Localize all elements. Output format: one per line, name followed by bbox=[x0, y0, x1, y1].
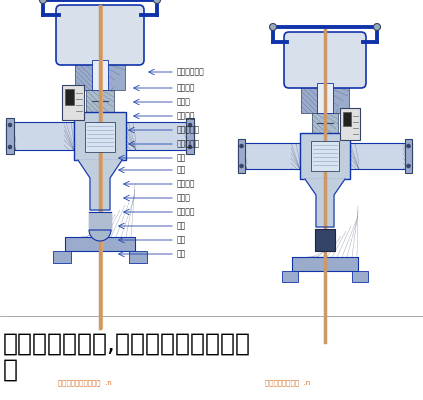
Text: 稣刀: 稣刀 bbox=[177, 154, 186, 162]
Bar bbox=[238, 143, 247, 169]
Circle shape bbox=[8, 145, 12, 149]
Bar bbox=[311, 141, 339, 171]
Bar bbox=[238, 139, 245, 173]
Circle shape bbox=[407, 144, 410, 148]
Bar bbox=[74, 112, 84, 160]
Bar bbox=[238, 143, 300, 169]
Bar bbox=[317, 83, 333, 113]
Text: 调压节调低产: 调压节调低产 bbox=[177, 68, 205, 76]
Text: 调压阀工作原理,气动调节阀的工作原: 调压阀工作原理,气动调节阀的工作原 bbox=[3, 332, 251, 356]
Bar bbox=[65, 237, 135, 251]
Text: 整阀: 整阀 bbox=[177, 250, 186, 258]
Circle shape bbox=[39, 0, 47, 4]
Circle shape bbox=[239, 144, 244, 148]
Bar bbox=[6, 122, 74, 150]
FancyBboxPatch shape bbox=[284, 32, 366, 88]
Bar bbox=[292, 257, 358, 271]
Circle shape bbox=[188, 145, 192, 149]
Wedge shape bbox=[89, 230, 111, 241]
Circle shape bbox=[239, 164, 244, 168]
Bar bbox=[85, 122, 115, 152]
Circle shape bbox=[154, 0, 160, 4]
Bar bbox=[292, 257, 358, 271]
Bar bbox=[116, 112, 126, 160]
Bar bbox=[86, 90, 114, 112]
Bar bbox=[291, 42, 302, 78]
Bar bbox=[126, 122, 194, 150]
Bar bbox=[312, 113, 338, 133]
Bar bbox=[62, 85, 84, 120]
Bar bbox=[65, 237, 135, 251]
Text: 国界阀配产对各管处理  .n: 国界阀配产对各管处理 .n bbox=[58, 379, 112, 386]
Bar bbox=[184, 122, 194, 150]
Bar bbox=[350, 143, 359, 169]
Bar bbox=[282, 271, 298, 282]
Bar bbox=[291, 143, 300, 169]
Bar bbox=[300, 133, 350, 179]
Text: 召阀: 召阀 bbox=[177, 236, 186, 244]
Bar bbox=[403, 143, 412, 169]
Bar bbox=[405, 139, 412, 173]
Text: 召器出翻: 召器出翻 bbox=[177, 180, 195, 188]
Polygon shape bbox=[89, 212, 111, 230]
Bar bbox=[64, 122, 74, 150]
Bar bbox=[186, 118, 194, 154]
Text: 管功路: 管功路 bbox=[177, 194, 191, 202]
Circle shape bbox=[188, 123, 192, 127]
Bar bbox=[343, 112, 351, 126]
Polygon shape bbox=[78, 160, 122, 210]
Bar bbox=[6, 122, 16, 150]
Circle shape bbox=[269, 24, 277, 30]
Bar bbox=[74, 112, 126, 160]
Bar bbox=[315, 229, 335, 251]
Bar bbox=[340, 108, 360, 140]
Circle shape bbox=[407, 164, 410, 168]
Text: 意竹刷: 意竹刷 bbox=[177, 98, 191, 106]
Bar bbox=[6, 118, 14, 154]
Bar bbox=[352, 271, 368, 282]
Bar bbox=[300, 133, 310, 179]
Text: 理: 理 bbox=[3, 358, 18, 382]
Bar bbox=[350, 143, 412, 169]
Circle shape bbox=[8, 123, 12, 127]
Text: 吐戊管牛斯: 吐戊管牛斯 bbox=[177, 126, 200, 134]
Bar bbox=[65, 89, 74, 105]
FancyBboxPatch shape bbox=[56, 5, 144, 65]
Circle shape bbox=[374, 24, 381, 30]
Bar bbox=[348, 42, 359, 78]
Bar bbox=[126, 122, 136, 150]
Text: 稣针: 稣针 bbox=[177, 166, 186, 174]
Text: 汽根路牛: 汽根路牛 bbox=[177, 112, 195, 120]
Bar bbox=[63, 15, 75, 55]
Text: 国界阀配产压逃客  .n: 国界阀配产压逃客 .n bbox=[265, 379, 310, 386]
Bar bbox=[340, 133, 350, 179]
Polygon shape bbox=[305, 179, 345, 227]
Bar bbox=[125, 15, 137, 55]
Text: 稣土: 稣土 bbox=[177, 222, 186, 230]
Bar bbox=[301, 83, 349, 113]
Bar bbox=[75, 60, 125, 90]
Bar bbox=[129, 251, 147, 263]
Bar bbox=[53, 251, 71, 263]
Text: 管座展图: 管座展图 bbox=[177, 208, 195, 216]
Text: 稣土管控钱: 稣土管控钱 bbox=[177, 140, 200, 148]
Bar bbox=[92, 60, 108, 90]
Text: 召器战六: 召器战六 bbox=[177, 84, 195, 92]
